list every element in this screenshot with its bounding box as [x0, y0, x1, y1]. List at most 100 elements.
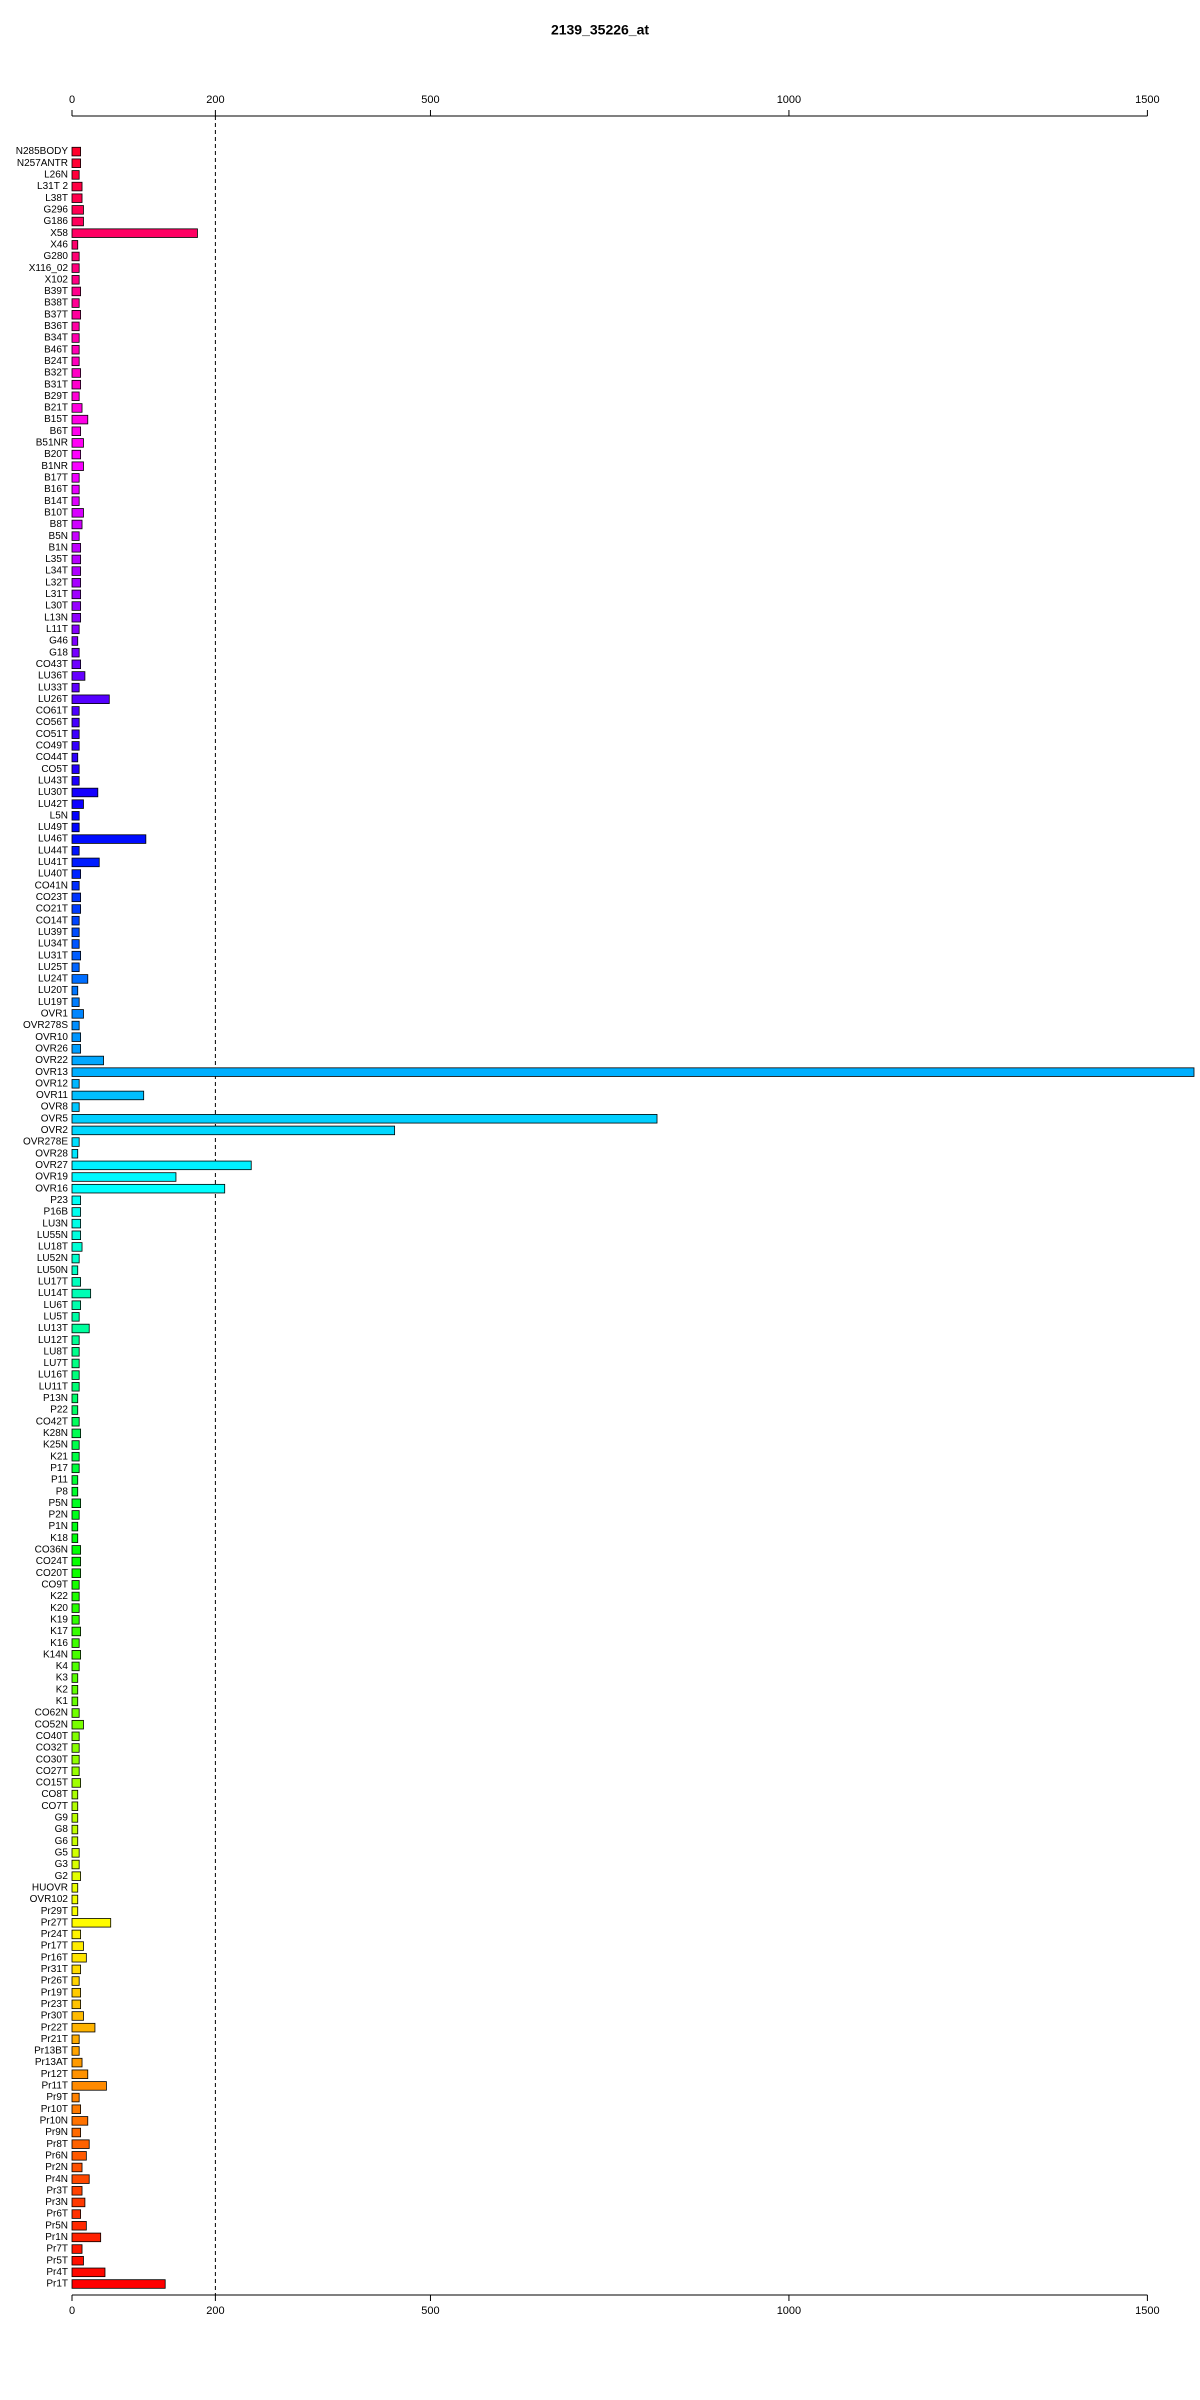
- x-tick-label: 1000: [777, 2305, 801, 2317]
- y-tick-label: Pr1N: [45, 2232, 68, 2243]
- bar: [71, 2104, 82, 2114]
- y-tick-label: LU17T: [38, 1277, 68, 1288]
- bar: [71, 1382, 80, 1392]
- x-tick-label: 200: [206, 94, 224, 106]
- bar: [71, 519, 83, 530]
- y-tick-label: B31T: [44, 379, 68, 390]
- bar: [71, 1696, 79, 1707]
- y-tick-label: K3: [56, 1673, 69, 1684]
- y-tick-label: CO36N: [35, 1545, 68, 1556]
- y-tick-label: HUOVR: [32, 1882, 68, 1893]
- bar: [71, 1486, 79, 1497]
- bar: [71, 1358, 80, 1369]
- y-tick-label: CO32T: [36, 1743, 68, 1754]
- y-tick-label: B17T: [44, 473, 68, 484]
- bar: [71, 1230, 82, 1240]
- y-tick-label: CO5T: [41, 764, 68, 775]
- bar: [71, 566, 82, 576]
- bar: [71, 1218, 82, 1229]
- y-tick-label: B21T: [44, 403, 68, 414]
- bar: [71, 915, 80, 926]
- bar: [71, 158, 82, 168]
- bar: [71, 1778, 82, 1788]
- bar: [71, 2186, 83, 2196]
- y-tick-label: LU44T: [38, 845, 68, 856]
- bar: [71, 846, 80, 856]
- y-tick-label: LU46T: [38, 834, 68, 845]
- y-tick-label: L26N: [44, 170, 68, 181]
- y-tick-label: Pr9N: [45, 2127, 68, 2138]
- bar: [71, 1079, 80, 1089]
- bar: [71, 1638, 80, 1648]
- y-tick-label: LU36T: [38, 671, 68, 682]
- y-tick-label: X116_02: [29, 263, 69, 274]
- x-tick-label: 1000: [777, 94, 801, 106]
- bar: [71, 2232, 102, 2243]
- y-tick-label: B37T: [44, 309, 68, 320]
- y-tick-label: L5N: [50, 810, 68, 821]
- bar: [71, 473, 80, 483]
- y-tick-label: CO27T: [36, 1766, 68, 1777]
- y-tick-label: L11T: [46, 624, 68, 635]
- y-tick-label: CO9T: [41, 1579, 68, 1590]
- y-tick-label: B16T: [44, 484, 68, 495]
- bar: [71, 1440, 80, 1450]
- y-tick-label: Pr5T: [46, 2255, 68, 2266]
- y-tick-label: OVR12: [35, 1078, 68, 1089]
- y-tick-label: LU25T: [38, 962, 68, 973]
- y-tick-label: CO15T: [36, 1778, 68, 1789]
- bar: [71, 927, 80, 938]
- y-tick-label: G2: [55, 1871, 69, 1882]
- y-tick-label: K18: [50, 1533, 68, 1544]
- bar: [71, 1044, 82, 1054]
- y-tick-label: CO51T: [36, 729, 68, 740]
- bar: [71, 892, 82, 903]
- bar: [71, 1626, 82, 1637]
- y-tick-label: LU31T: [38, 950, 68, 961]
- y-tick-label: Pr31T: [41, 1964, 68, 1975]
- bar: [71, 1405, 79, 1415]
- y-tick-label: LU26T: [38, 694, 68, 705]
- y-tick-label: P16B: [44, 1207, 69, 1218]
- y-tick-label: LU52N: [37, 1253, 68, 1264]
- bar: [71, 2046, 80, 2056]
- bar: [71, 1929, 82, 1940]
- bar: [71, 624, 80, 635]
- bar: [71, 1941, 84, 1951]
- bar: [71, 1650, 82, 1660]
- bar: [71, 974, 89, 984]
- y-tick-label: OVR102: [30, 1894, 69, 1905]
- y-tick-label: CO43T: [36, 659, 68, 670]
- bar: [71, 1871, 82, 1881]
- y-tick-label: G8: [55, 1824, 69, 1835]
- y-tick-label: LU24T: [38, 974, 68, 985]
- bar: [71, 1894, 79, 1905]
- y-tick-label: CO42T: [36, 1416, 68, 1427]
- y-tick-label: G296: [44, 205, 69, 216]
- bar: [71, 2139, 90, 2149]
- bar: [71, 834, 147, 844]
- bar: [71, 904, 82, 914]
- y-tick-label: G280: [44, 251, 69, 262]
- y-tick-label: Pr17T: [41, 1941, 68, 1952]
- y-tick-label: Pr7T: [46, 2244, 68, 2255]
- y-tick-label: K25N: [43, 1440, 68, 1451]
- bar: [71, 1789, 79, 1800]
- y-tick-label: P17: [50, 1463, 68, 1474]
- y-tick-label: K28N: [43, 1428, 68, 1439]
- y-tick-label: P23: [50, 1195, 68, 1206]
- y-tick-label: Pr27T: [41, 1917, 68, 1928]
- y-tick-label: G18: [49, 647, 68, 658]
- y-tick-label: CO14T: [36, 915, 68, 926]
- bar: [71, 694, 110, 704]
- bar: [71, 205, 84, 215]
- bar: [71, 1475, 79, 1485]
- bar: [71, 1545, 82, 1555]
- bar: [71, 1801, 79, 1811]
- y-tick-label: Pr2N: [45, 2162, 68, 2173]
- bar: [71, 1510, 80, 1520]
- bar: [71, 1987, 82, 1998]
- y-tick-label: CO41N: [35, 880, 68, 891]
- bar: [71, 1032, 82, 1042]
